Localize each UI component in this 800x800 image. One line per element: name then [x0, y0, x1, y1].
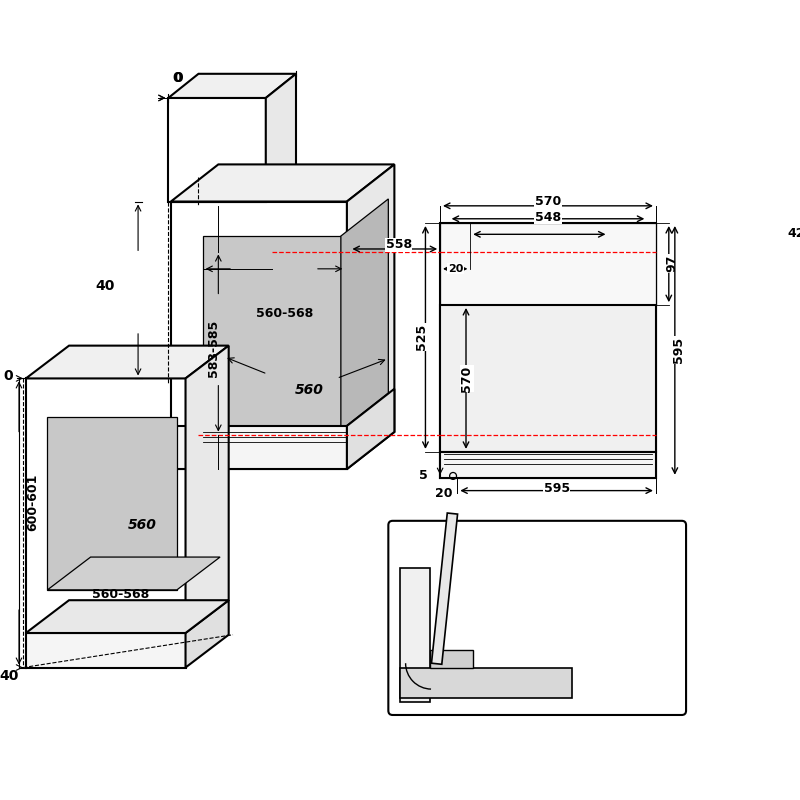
Text: 600-601: 600-601 — [26, 473, 39, 530]
Text: 428: 428 — [788, 227, 800, 240]
Text: 525: 525 — [415, 324, 429, 350]
Bar — [440, 223, 656, 305]
Text: 558: 558 — [386, 238, 412, 251]
Text: 20: 20 — [435, 486, 452, 500]
Polygon shape — [431, 513, 458, 664]
Text: 40: 40 — [95, 279, 115, 293]
Text: 0: 0 — [174, 71, 183, 85]
Text: 560: 560 — [294, 382, 323, 397]
Text: 570: 570 — [535, 195, 561, 208]
Bar — [47, 418, 177, 590]
Text: 560-568: 560-568 — [256, 307, 314, 320]
Bar — [440, 305, 656, 452]
Text: 20: 20 — [448, 264, 463, 274]
Text: 9: 9 — [651, 694, 660, 707]
FancyBboxPatch shape — [388, 521, 686, 715]
Bar — [26, 378, 186, 633]
Text: 97: 97 — [665, 255, 678, 272]
Text: 0: 0 — [546, 652, 559, 661]
Bar — [430, 650, 473, 667]
Bar — [440, 452, 656, 478]
Text: 570: 570 — [460, 366, 474, 391]
Text: 0: 0 — [172, 71, 182, 85]
Polygon shape — [341, 199, 388, 430]
Text: 595: 595 — [672, 337, 685, 363]
Text: 5: 5 — [419, 470, 428, 482]
Bar — [171, 426, 347, 469]
Text: 460: 460 — [532, 566, 558, 579]
Polygon shape — [168, 74, 296, 98]
Polygon shape — [47, 557, 220, 590]
Text: 89°: 89° — [458, 596, 482, 610]
Text: 560: 560 — [128, 518, 157, 532]
Polygon shape — [266, 74, 296, 202]
Text: 560-568: 560-568 — [92, 588, 150, 601]
Text: 548: 548 — [535, 210, 561, 223]
Bar — [202, 236, 341, 430]
Polygon shape — [347, 389, 394, 469]
Polygon shape — [186, 600, 229, 667]
Bar — [26, 633, 186, 667]
Text: 0: 0 — [4, 369, 14, 383]
Polygon shape — [347, 165, 394, 469]
Text: 583-585: 583-585 — [206, 319, 220, 377]
Bar — [168, 98, 266, 202]
Polygon shape — [26, 346, 229, 378]
Bar — [399, 568, 430, 702]
Bar — [399, 667, 572, 698]
Polygon shape — [26, 600, 229, 633]
Text: 595: 595 — [543, 482, 570, 494]
Bar — [171, 202, 347, 469]
Text: 40: 40 — [0, 669, 18, 683]
Bar — [440, 223, 656, 478]
Polygon shape — [171, 165, 394, 202]
Polygon shape — [186, 346, 229, 633]
